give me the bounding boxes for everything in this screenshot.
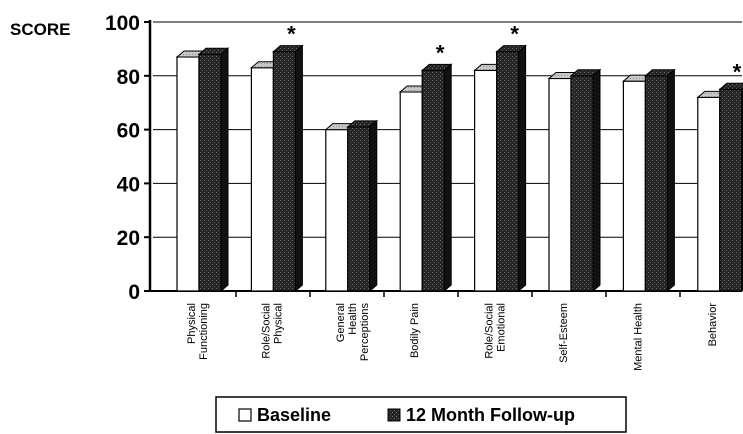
category-label-line: Role/Social <box>260 303 272 359</box>
bar-followup <box>495 44 527 293</box>
y-tick-label: 60 <box>117 120 140 143</box>
category-label-line: Health <box>347 303 359 335</box>
category-label-line: Role/Social <box>484 303 496 359</box>
category-label-line: Physical <box>186 303 198 344</box>
bar-followup-front <box>719 88 743 292</box>
significance-marker: * <box>733 59 742 84</box>
bar-followup <box>718 82 743 293</box>
y-axis-label: SCORE <box>10 20 70 39</box>
significance-marker: * <box>436 40 445 65</box>
legend-swatch-followup <box>387 408 401 422</box>
bar-baseline-front <box>697 96 721 292</box>
bar-baseline-front <box>325 129 349 292</box>
category-label-line: Perceptions <box>359 303 371 362</box>
bar-baseline-front <box>548 77 572 292</box>
y-tick-label: 100 <box>105 12 140 35</box>
category-label-line: Functioning <box>198 303 210 360</box>
category-label: Self-Esteem <box>558 303 570 363</box>
significance-marker: * <box>287 22 296 47</box>
bar-baseline-front <box>622 80 647 292</box>
category-label: Role/Social Emotional <box>484 303 508 359</box>
bar-followup <box>346 119 379 293</box>
bar-followup <box>197 47 230 293</box>
category-label: General Health Perceptions <box>335 303 371 362</box>
category-label-line: Emotional <box>496 303 508 352</box>
category-label: Behavior <box>707 303 719 347</box>
bar-baseline-front <box>250 67 274 292</box>
y-tick-label: 0 <box>128 281 140 304</box>
bar-followup <box>420 63 453 293</box>
category-label-line: Self-Esteem <box>558 303 570 363</box>
legend-box <box>215 396 627 433</box>
bar-followup-side <box>443 63 452 293</box>
bar-followup <box>569 68 602 293</box>
bar-followup-side <box>369 119 378 293</box>
bar-followup <box>644 68 676 293</box>
bar-followup-front <box>421 69 445 292</box>
category-label: Physical Functioning <box>186 303 210 360</box>
bar-followup-side <box>220 47 229 293</box>
bar-followup-side <box>592 68 601 293</box>
category-label: Role/Social Physical <box>260 303 284 359</box>
significance-marker: * <box>510 22 519 47</box>
bar-followup-side <box>666 68 675 293</box>
category-label-line: Bodily Pain <box>409 303 421 358</box>
category-label-line: Mental Health <box>632 303 644 371</box>
category-label-line: General <box>335 303 347 342</box>
bar-followup-side <box>518 44 527 293</box>
y-tick-label: 40 <box>117 173 140 196</box>
bar-followup-front <box>198 53 222 292</box>
bar-followup-front <box>496 50 520 292</box>
category-label-line: Behavior <box>707 303 719 347</box>
category-label-line: Physical <box>272 303 284 344</box>
bar-baseline-front <box>399 91 423 292</box>
legend: Baseline 12 Month Follow-up <box>215 396 627 433</box>
bar-followup-side <box>294 44 303 293</box>
bar-followup-front <box>272 50 296 292</box>
bar-followup <box>272 44 304 293</box>
legend-label-baseline: Baseline <box>257 405 331 425</box>
bar-followup-front <box>347 126 371 292</box>
bar-baseline-front <box>176 56 200 292</box>
bar-baseline-front <box>474 69 498 292</box>
category-label: Mental Health <box>632 303 644 371</box>
bar-followup-top <box>718 82 743 90</box>
y-tick-label: 20 <box>117 227 140 250</box>
legend-label-followup: 12 Month Follow-up <box>406 405 575 425</box>
bar-followup-front <box>644 75 669 292</box>
bar-followup-front <box>570 75 594 292</box>
y-tick-label: 80 <box>117 66 140 89</box>
category-label: Bodily Pain <box>409 303 421 358</box>
legend-swatch-baseline <box>238 408 252 422</box>
